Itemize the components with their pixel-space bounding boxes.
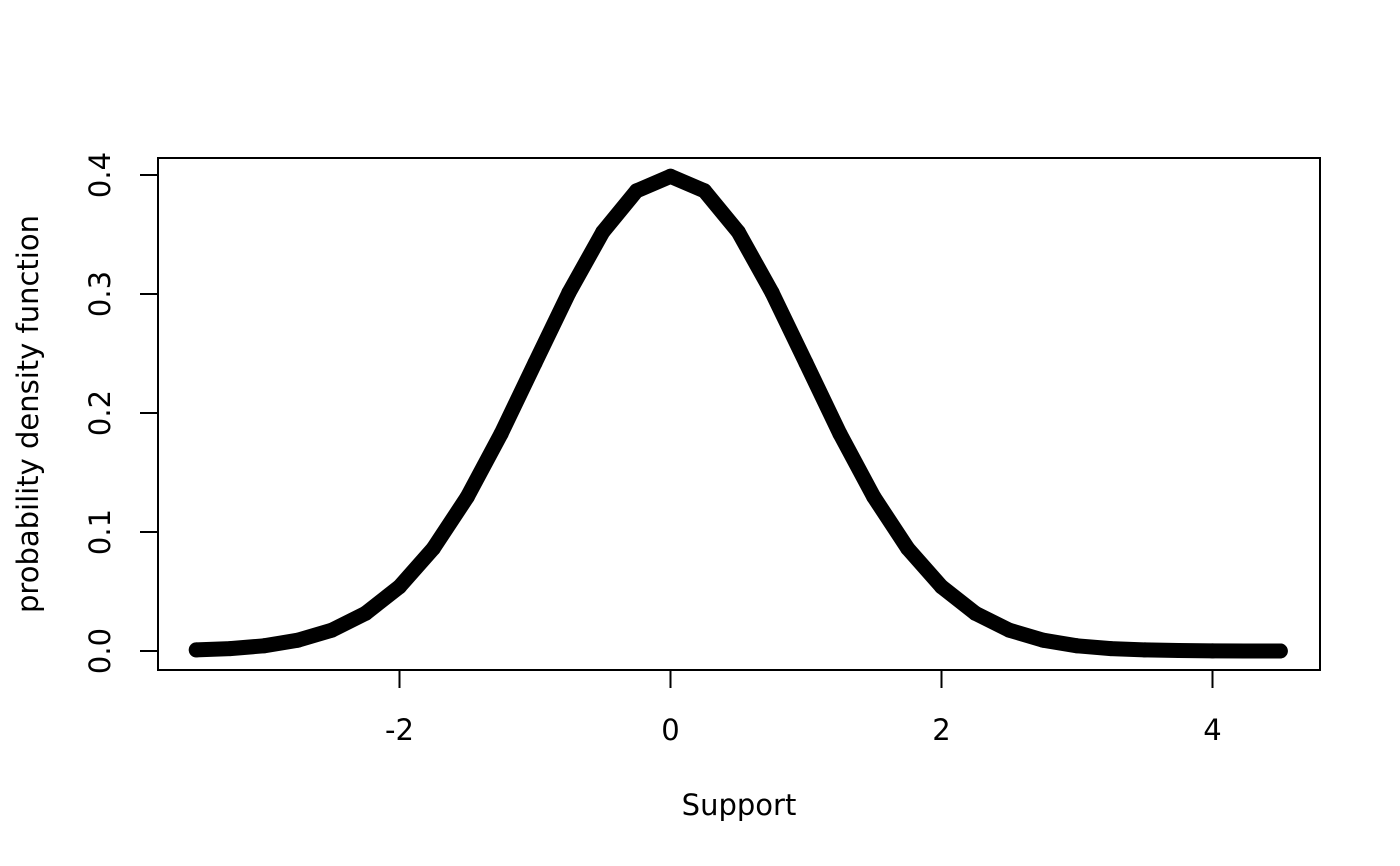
data-point: [358, 605, 374, 621]
data-point: [324, 622, 340, 638]
data-point: [934, 579, 949, 595]
y-tick-label: 0.4: [83, 152, 117, 198]
y-axis: 0.0 0.1 0.2 0.3 0.4: [83, 152, 159, 674]
data-point: [290, 632, 306, 648]
data-point: [798, 355, 814, 371]
data-point: [1069, 638, 1085, 654]
data-point: [900, 540, 916, 556]
data-point: [1001, 622, 1017, 638]
data-point: [696, 183, 712, 199]
data-point: [1035, 632, 1051, 648]
y-tick-label: 0.0: [83, 628, 117, 674]
data-point: [493, 426, 509, 442]
data-point: [866, 489, 882, 505]
x-axis-title: Support: [682, 788, 797, 822]
x-tick-label: 4: [1203, 713, 1221, 747]
x-axis: -2 0 2 4: [385, 669, 1222, 747]
data-point: [256, 638, 272, 654]
data-point: [730, 224, 746, 240]
data-point: [1171, 643, 1187, 658]
data-point: [663, 168, 678, 184]
data-point: [832, 426, 848, 442]
data-point: [188, 642, 204, 658]
data-point: [1137, 642, 1153, 658]
data-point: [1103, 641, 1119, 657]
data-point: [1272, 643, 1288, 659]
series-layer: [188, 168, 1288, 659]
data-point: [425, 540, 441, 556]
data-point: [1205, 643, 1220, 659]
x-tick-label: 0: [661, 713, 679, 747]
data-point: [967, 605, 983, 621]
data-point: [392, 579, 407, 595]
data-point: [561, 285, 577, 301]
y-tick-label: 0.1: [83, 509, 117, 555]
y-tick-label: 0.2: [83, 390, 117, 436]
x-tick-label: -2: [385, 713, 414, 747]
series-line: [188, 168, 1288, 659]
data-point: [629, 183, 645, 199]
data-point: [764, 285, 780, 301]
data-point: [1238, 643, 1254, 659]
y-tick-label: 0.3: [83, 271, 117, 317]
y-axis-title: probability density function: [11, 215, 45, 613]
data-point: [595, 224, 611, 240]
data-point: [459, 489, 475, 505]
data-point: [222, 641, 238, 657]
data-point: [527, 355, 543, 371]
x-tick-label: 2: [932, 713, 950, 747]
